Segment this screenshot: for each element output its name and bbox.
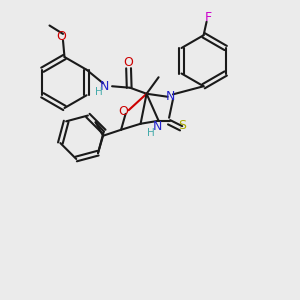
- Text: H: H: [95, 87, 103, 97]
- Text: N: N: [152, 120, 162, 133]
- Text: N: N: [166, 90, 175, 103]
- Text: O: O: [57, 29, 66, 43]
- Text: F: F: [205, 11, 212, 24]
- Text: O: O: [118, 105, 128, 118]
- Text: O: O: [124, 56, 134, 69]
- Text: N: N: [100, 80, 109, 93]
- Text: H: H: [147, 128, 155, 138]
- Text: S: S: [178, 119, 187, 132]
